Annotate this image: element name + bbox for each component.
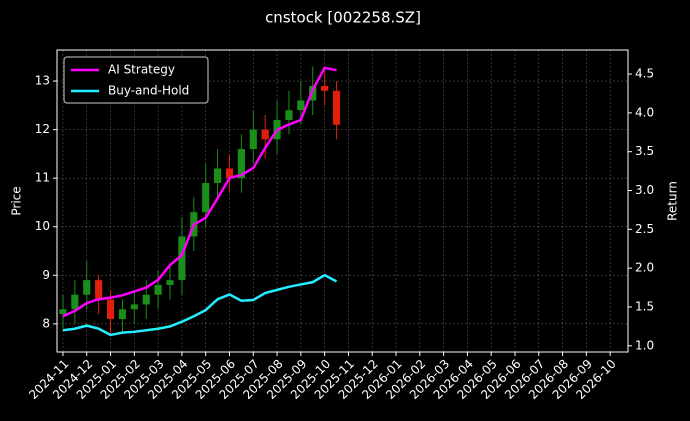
y-tick-label: 10 [35, 219, 50, 233]
candle-body [142, 294, 150, 305]
legend-label: AI Strategy [108, 63, 175, 77]
plot-frame [56, 49, 629, 353]
y-tick-label: 13 [35, 74, 50, 88]
candle-body [237, 149, 245, 179]
candle-body [249, 129, 257, 150]
candle-body [83, 280, 91, 295]
candle-body [59, 309, 67, 315]
candle-body [118, 309, 126, 319]
y-axis-label: Price [10, 186, 24, 215]
y2-tick-label: 3.0 [635, 183, 654, 197]
candle-body [71, 294, 79, 310]
y-tick-label: 8 [42, 316, 50, 330]
y2-axis-label: Return [666, 181, 680, 221]
y2-tick-label: 2.5 [635, 222, 654, 236]
y2-tick-label: 3.5 [635, 144, 654, 158]
line-series [62, 66, 337, 318]
candle-body [332, 90, 341, 125]
candle-body [178, 236, 186, 281]
candle-body [261, 129, 269, 140]
chart-title: cnstock [002258.SZ] [265, 9, 421, 27]
y2-tick-label: 2.0 [635, 261, 654, 275]
y2-tick-label: 1.5 [635, 299, 654, 313]
candle-body [225, 168, 234, 179]
y2-tick-label: 4.0 [635, 105, 654, 119]
candle-body [154, 284, 162, 295]
line-series [62, 273, 338, 337]
candle-body [214, 168, 222, 184]
candle-body [166, 280, 174, 285]
y-tick-label: 9 [42, 268, 50, 282]
candle-body [285, 110, 293, 120]
y2-tick-label: 4.5 [635, 67, 654, 81]
legend-box [63, 56, 209, 104]
y2-tick-label: 1.0 [635, 338, 654, 352]
legend-label: Buy-and-Hold [108, 84, 189, 98]
candle-body [95, 280, 103, 300]
candle-body [297, 100, 305, 111]
y-tick-label: 11 [35, 171, 50, 185]
candle-body [321, 85, 329, 91]
candle-body [309, 85, 317, 101]
candle-body [106, 299, 115, 319]
candle-body [130, 304, 138, 310]
y-tick-label: 12 [35, 122, 50, 136]
candle-body [202, 183, 210, 213]
